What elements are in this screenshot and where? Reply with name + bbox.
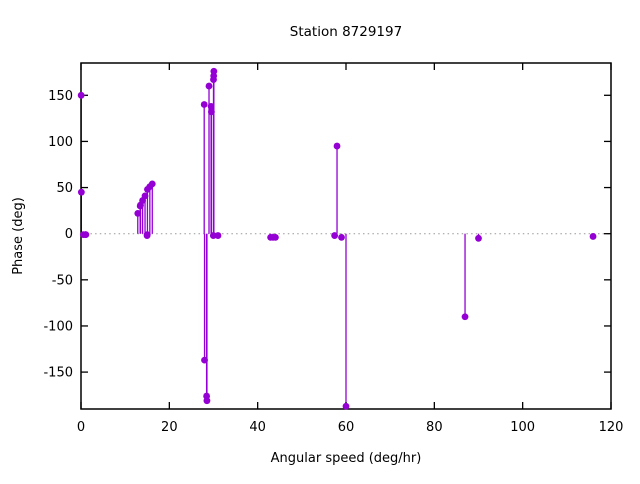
data-point (475, 234, 482, 242)
data-point (272, 233, 279, 241)
plot-area: 0 20 40 60 80 100 120 -150 -100 -50 0 50 100 150 (43, 62, 624, 435)
data-point (333, 142, 341, 150)
data-point (201, 356, 208, 364)
data-point (82, 231, 90, 239)
data-point (200, 101, 208, 108)
x-tick-label: 0 (77, 420, 85, 435)
x-tick-label: 80 (426, 420, 443, 435)
x-tick-label: 100 (510, 420, 535, 435)
y-tick-label: -50 (52, 273, 73, 288)
x-tick-label: 60 (338, 420, 355, 435)
data-point (148, 180, 156, 188)
x-tick-label: 40 (249, 420, 266, 435)
y-tick-label: 50 (56, 181, 73, 196)
data-point (208, 108, 215, 116)
x-axis-title: Angular speed (deg/hr) (271, 451, 422, 466)
x-tick-label: 120 (599, 420, 624, 435)
data-point (77, 91, 85, 99)
x-tick-label: 20 (161, 420, 178, 435)
data-point (589, 233, 597, 240)
data-point (141, 192, 149, 200)
data-point (342, 402, 350, 410)
data-point (143, 231, 151, 239)
y-tick-label: -100 (43, 319, 73, 334)
data-point (331, 232, 339, 239)
data-point (214, 232, 222, 239)
y-tick-label: 100 (48, 135, 73, 150)
data-point (134, 209, 142, 217)
data-point (210, 67, 218, 75)
data-point (207, 102, 215, 110)
y-tick-label: 0 (65, 227, 73, 242)
data-point (205, 82, 213, 90)
data-point (209, 232, 217, 239)
data-point (77, 188, 85, 196)
data-point (338, 233, 345, 241)
y-tick-label: 150 (48, 89, 73, 104)
y-axis-title: Phase (deg) (11, 197, 26, 275)
data-point (461, 313, 469, 321)
y-tick-label: -150 (43, 366, 73, 381)
chart-title: Station 8729197 (290, 24, 402, 40)
data-point (203, 397, 211, 405)
